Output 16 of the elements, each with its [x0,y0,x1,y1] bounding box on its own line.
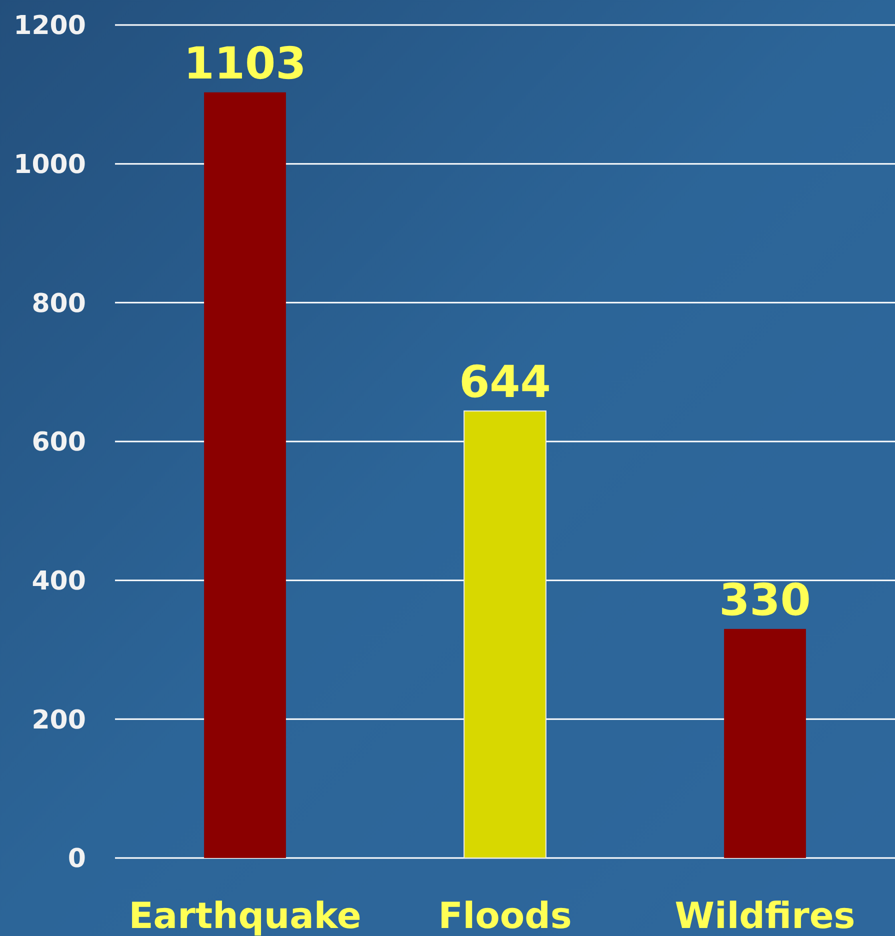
data-label: 644 [459,356,551,408]
bar [464,410,546,858]
y-tick-label: 200 [32,705,86,736]
y-tick-label: 0 [68,844,86,874]
x-tick-label: Wildfires [674,896,856,936]
y-tick-label: 600 [32,428,86,458]
bar [204,92,286,858]
bar [724,628,806,858]
data-label: 1103 [184,38,306,90]
y-tick-label: 800 [32,288,86,319]
x-tick-label: Earthquake [128,896,362,936]
data-label: 330 [719,574,811,626]
y-tick-label: 1000 [14,150,86,180]
y-tick-label: 400 [32,566,86,596]
y-tick-label: 1200 [14,11,86,42]
x-tick-label: Floods [438,896,572,936]
